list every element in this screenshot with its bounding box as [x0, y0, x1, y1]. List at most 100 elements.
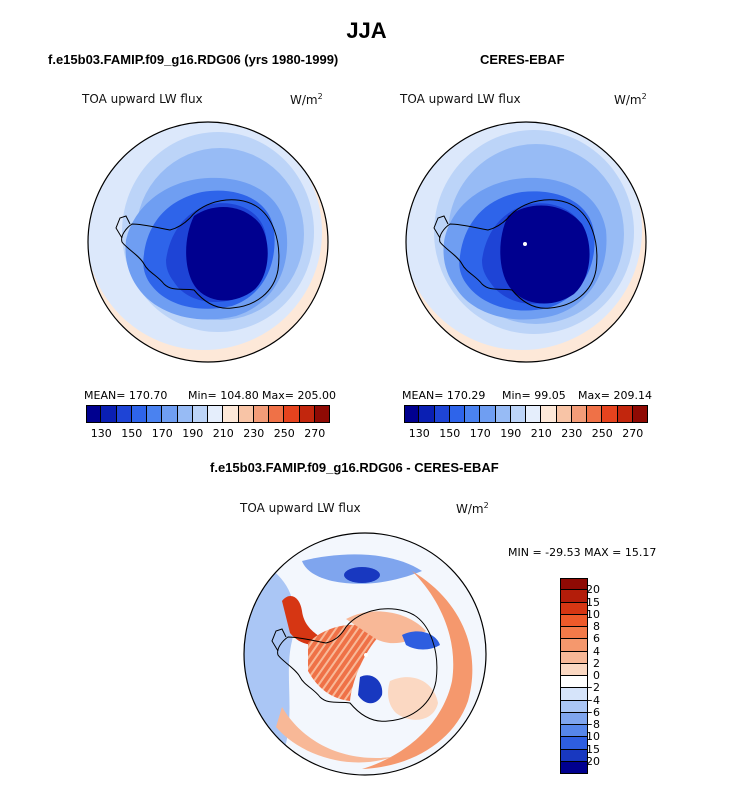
model-colorbar-swatch [208, 405, 224, 423]
diff-colorbar-swatch [560, 602, 588, 615]
antarctica-coastline [277, 608, 438, 722]
obs-colorbar-swatch [419, 405, 435, 423]
plateau-core [500, 205, 590, 304]
antarctica-coastline [439, 199, 598, 309]
obs-colorbar-swatch [587, 405, 603, 423]
panel-model-mean: MEAN= 170.70 [84, 389, 168, 402]
model-colorbar-tick-label: 130 [90, 427, 112, 440]
diff-colorbar-tick-label: 4 [593, 644, 600, 658]
panel-obs-units: W/m2 [614, 92, 647, 107]
peninsula-coastline [433, 215, 449, 239]
panel-obs-max: Max= 209.14 [578, 389, 652, 402]
diff-colorbar-tick-label: 10 [586, 607, 600, 621]
model-colorbar-swatch [162, 405, 178, 423]
map-diff-lw-flux [243, 532, 487, 776]
positive-west-antarctica [308, 624, 382, 701]
obs-colorbar-swatch [632, 405, 648, 423]
panel-diff-units: W/m2 [456, 501, 489, 516]
panel-diff-field-label: TOA upward LW flux [240, 501, 361, 515]
model-colorbar-tick-label: 230 [243, 427, 265, 440]
positive-ring-east [362, 571, 473, 769]
panel-model-title: f.e15b03.FAMIP.f09_g16.RDG06 (yrs 1980-1… [48, 52, 339, 67]
obs-colorbar-swatch [434, 405, 450, 423]
diff-colorbar-swatch [560, 676, 588, 689]
diff-colorbar-tick-label: 15 [586, 595, 600, 609]
diff-colorbar-swatch [560, 663, 588, 676]
diff-colorbar-swatch [560, 590, 588, 603]
map-boundary [243, 532, 487, 776]
model-colorbar-swatch [131, 405, 147, 423]
peninsula-coastline [271, 628, 287, 652]
map-model-lw-flux [87, 121, 329, 363]
page-title: JJA [346, 18, 387, 43]
panel-model-min: Min= 104.80 [188, 389, 259, 402]
diff-colorbar-swatch [560, 725, 588, 738]
south-pole-point [523, 242, 527, 246]
panel-model-colorbar: 130 150 170 190 210 230 250 270 [86, 405, 330, 440]
panel-obs-min: Min= 99.05 [502, 389, 566, 402]
peninsula-coastline [115, 215, 131, 239]
obs-colorbar-swatch [449, 405, 465, 423]
model-colorbar-swatch [116, 405, 132, 423]
diff-colorbar-tick-label: 2 [593, 656, 600, 670]
obs-colorbar-tick-label: 270 [622, 427, 644, 440]
diff-colorbar-swatch [560, 639, 588, 652]
obs-colorbar-swatch [541, 405, 557, 423]
obs-colorbar-swatch [480, 405, 496, 423]
obs-colorbar-swatch [465, 405, 481, 423]
diff-colorbar-tick-label: −8 [583, 718, 600, 731]
model-colorbar-swatch [223, 405, 239, 423]
panel-diff-minmax: MIN = -29.53 MAX = 15.17 [508, 546, 657, 559]
model-colorbar-swatch [269, 405, 285, 423]
diff-colorbar-tick-label: 6 [593, 632, 600, 646]
panel-model-units: W/m2 [290, 92, 323, 107]
model-colorbar-swatch [147, 405, 163, 423]
diff-colorbar-swatch [560, 578, 588, 591]
model-colorbar-tick-label: 270 [304, 427, 326, 440]
panel-model-max: Max= 205.00 [262, 389, 336, 402]
model-colorbar-tick-label: 150 [121, 427, 143, 440]
model-colorbar-swatch [284, 405, 300, 423]
diff-colorbar-tick-label: −6 [583, 705, 600, 719]
obs-colorbar-swatch [602, 405, 618, 423]
obs-colorbar-swatch [510, 405, 526, 423]
obs-colorbar-tick-label: 230 [561, 427, 583, 440]
diff-colorbar-tick-label: 20 [586, 583, 600, 597]
negative-ross-region [358, 675, 383, 704]
map-boundary [405, 121, 647, 363]
model-colorbar-tick-label: 210 [212, 427, 234, 440]
antarctica-coastline [121, 199, 280, 309]
diff-colorbar-tick-label: −4 [583, 693, 600, 707]
panel-obs-mean: MEAN= 170.29 [402, 389, 486, 402]
diff-colorbar-swatch [560, 749, 588, 762]
model-colorbar-tick-label: 250 [273, 427, 295, 440]
obs-colorbar-swatch [571, 405, 587, 423]
diff-colorbar-swatch [560, 688, 588, 701]
model-colorbar-swatch [299, 405, 315, 423]
obs-colorbar-tick-label: 150 [439, 427, 461, 440]
model-colorbar-swatch [253, 405, 269, 423]
panel-model-field-label: TOA upward LW flux [82, 92, 203, 106]
plateau-core [186, 206, 268, 301]
model-colorbar-swatch [177, 405, 193, 423]
panel-diff-title: f.e15b03.FAMIP.f09_g16.RDG06 - CERES-EBA… [210, 460, 499, 475]
positive-peninsula-region [282, 596, 328, 645]
obs-colorbar-swatch [556, 405, 572, 423]
diff-colorbar-swatch [560, 627, 588, 640]
model-colorbar-swatch [86, 405, 102, 423]
diff-colorbar-swatch [560, 700, 588, 713]
panel-obs-colorbar: 130 150 170 190 210 230 250 270 [404, 405, 648, 440]
obs-colorbar-swatch [617, 405, 633, 423]
obs-colorbar-tick-label: 210 [530, 427, 552, 440]
diff-colorbar-swatch [560, 651, 588, 664]
diff-colorbar-swatch [560, 614, 588, 627]
diff-colorbar-tick-label: −2 [583, 681, 600, 695]
diff-colorbar-tick-label: −15 [576, 742, 600, 756]
model-colorbar-swatch [314, 405, 330, 423]
obs-colorbar-swatch [404, 405, 420, 423]
south-pole-point [364, 653, 368, 657]
negative-north-core [344, 567, 380, 583]
model-colorbar-tick-label: 170 [151, 427, 173, 440]
diff-colorbar-tick-label: −20 [576, 754, 600, 768]
obs-colorbar-tick-label: 250 [591, 427, 613, 440]
